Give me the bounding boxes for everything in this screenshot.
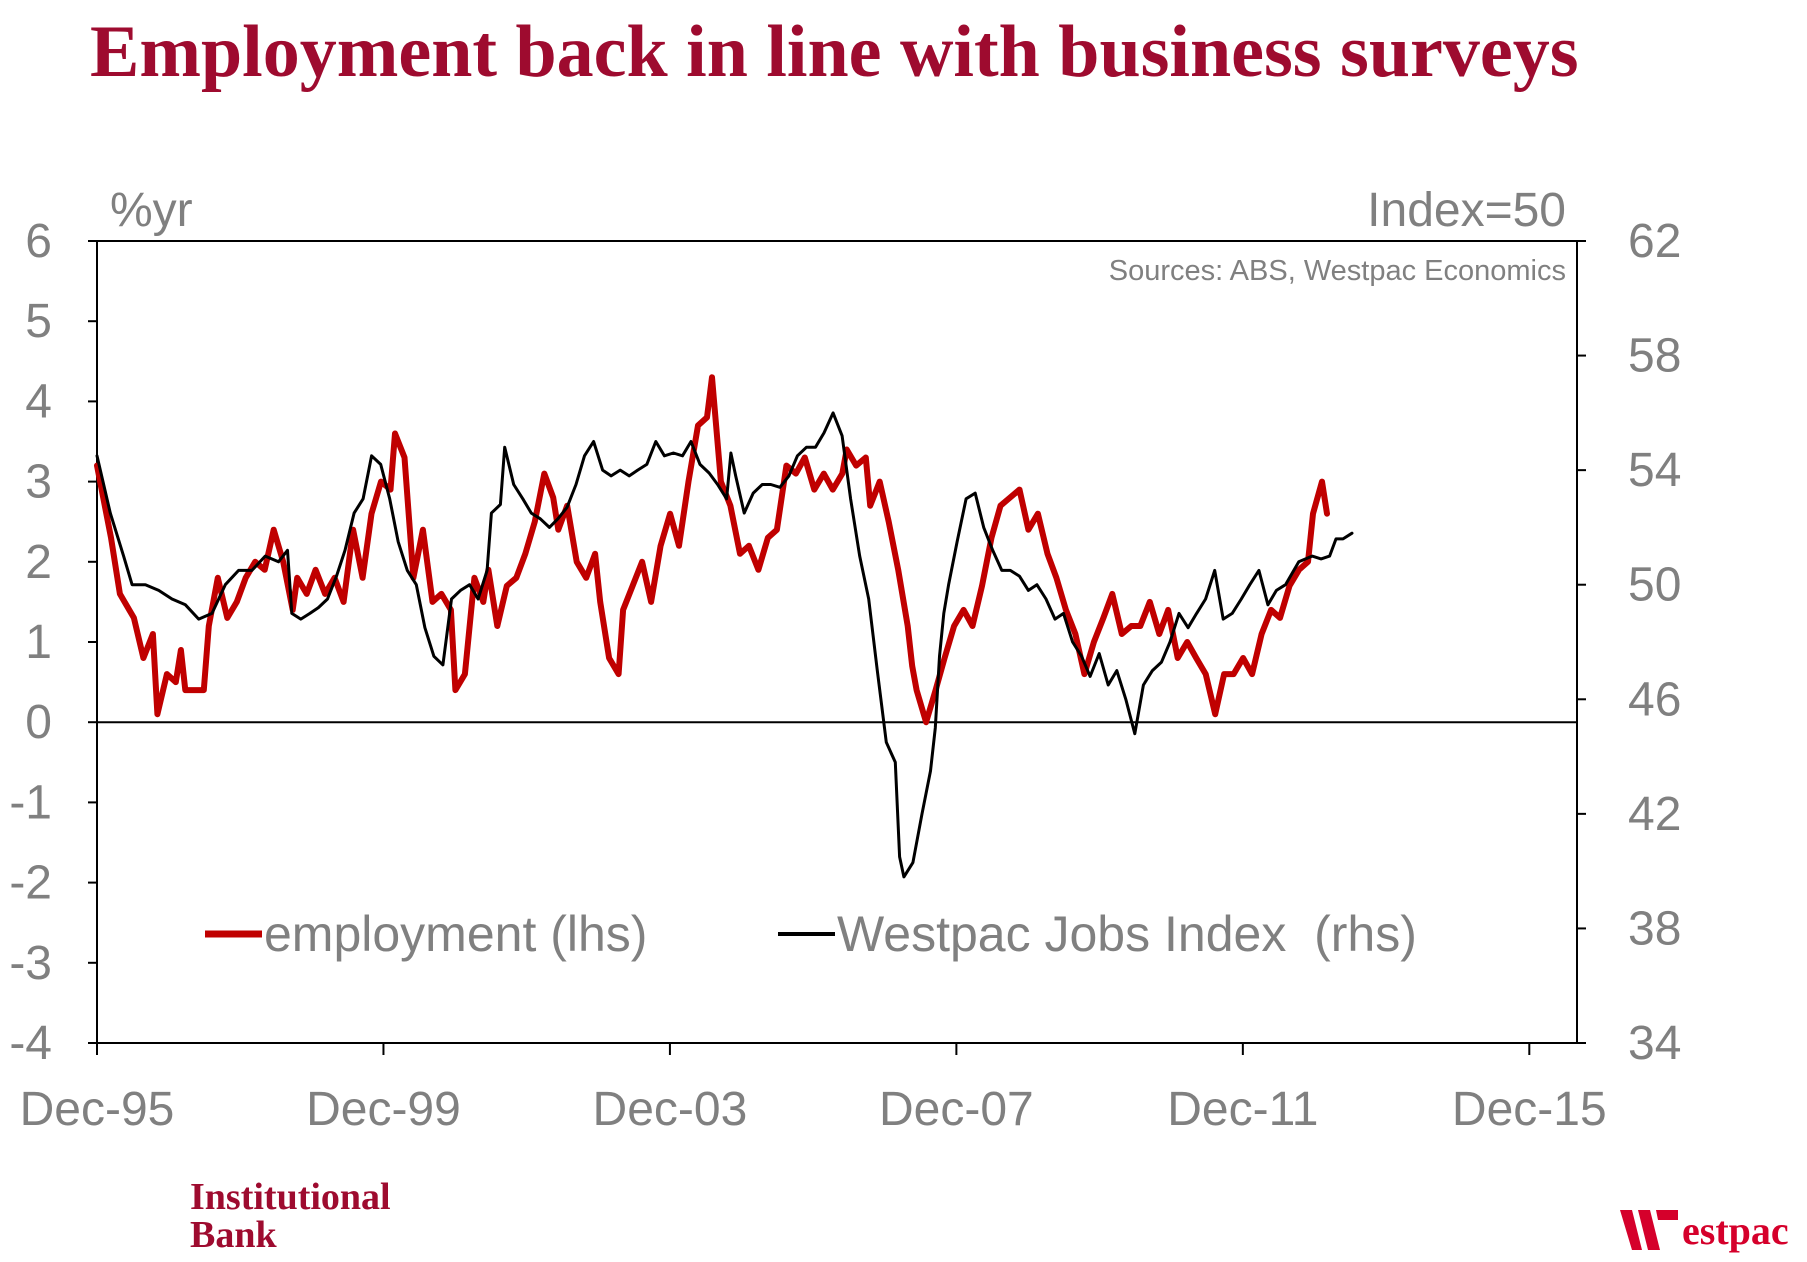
jobs-index-line <box>95 411 1354 879</box>
westpac-w-icon <box>1620 1210 1678 1250</box>
right-axis: 62 58 54 50 46 42 38 34 <box>1577 215 1681 1070</box>
page-title: Employment back in line with business su… <box>90 11 1579 93</box>
left-tick-label: 3 <box>25 456 52 509</box>
x-tick-label: Dec-03 <box>593 1083 748 1136</box>
x-tick-label: Dec-15 <box>1452 1083 1607 1136</box>
legend: employment (lhs) Westpac Jobs Index (rhs… <box>205 906 1417 962</box>
x-tick-label: Dec-95 <box>20 1083 175 1136</box>
left-tick-label: 5 <box>25 295 52 348</box>
right-tick-label: 46 <box>1628 673 1681 726</box>
right-tick-label: 50 <box>1628 559 1681 612</box>
right-tick-label: 34 <box>1628 1017 1681 1070</box>
left-tick-label: -2 <box>9 857 52 910</box>
right-tick-label: 62 <box>1628 215 1681 268</box>
right-axis-label: Index=50 <box>1367 184 1566 237</box>
right-tick-label: 58 <box>1628 330 1681 383</box>
x-tick-label: Dec-07 <box>879 1083 1034 1136</box>
employment-line <box>94 374 1330 726</box>
logo-line-1: Institutional <box>190 1176 391 1218</box>
right-tick-label: 54 <box>1628 444 1681 497</box>
logo-line-2: Bank <box>190 1214 277 1256</box>
left-tick-label: 6 <box>25 215 52 268</box>
legend-label-employment: employment (lhs) <box>264 906 647 962</box>
westpac-logo: estpac <box>1620 1200 1789 1260</box>
institutional-bank-logo: Institutional Bank <box>190 1178 391 1254</box>
x-tick-label: Dec-99 <box>306 1083 461 1136</box>
left-tick-label: 2 <box>25 536 52 589</box>
right-tick-label: 38 <box>1628 902 1681 955</box>
source-note: Sources: ABS, Westpac Economics <box>1109 255 1566 287</box>
left-axis-label: %yr <box>110 184 193 237</box>
left-tick-label: 4 <box>25 375 52 428</box>
series-lines <box>94 374 1354 879</box>
x-axis: Dec-95 Dec-99 Dec-03 Dec-07 Dec-11 Dec-15 <box>20 1043 1607 1136</box>
left-tick-label: -1 <box>9 776 52 829</box>
x-tick-label: Dec-11 <box>1167 1083 1318 1136</box>
westpac-wordmark: estpac <box>1682 1207 1789 1253</box>
legend-label-jobs-index: Westpac Jobs Index (rhs) <box>837 906 1417 962</box>
left-tick-label: -3 <box>9 937 52 990</box>
right-tick-label: 42 <box>1628 788 1681 841</box>
left-axis: 6 5 4 3 2 1 0 -1 -2 -3 -4 <box>9 215 97 1070</box>
left-tick-label: -4 <box>9 1017 52 1070</box>
left-tick-label: 1 <box>25 616 52 669</box>
left-tick-label: 0 <box>25 696 52 749</box>
